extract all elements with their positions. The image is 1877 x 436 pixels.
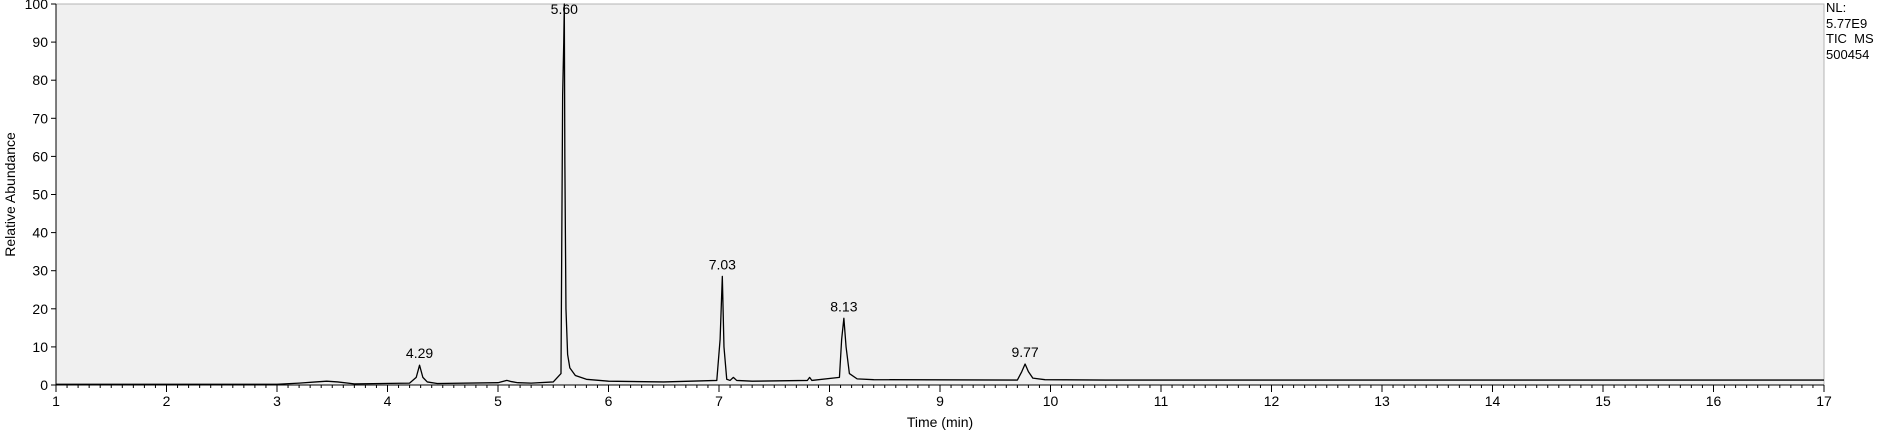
y-tick-label: 40 — [32, 225, 48, 241]
y-tick-label: 0 — [40, 377, 48, 393]
peak-label: 5.60 — [551, 1, 578, 17]
x-axis-label: Time (min) — [907, 414, 973, 430]
normalization-label: NL: — [1826, 0, 1847, 15]
trace-type: TIC MS — [1826, 31, 1874, 46]
x-tick-label: 8 — [826, 393, 834, 409]
x-tick-label: 16 — [1706, 393, 1722, 409]
normalization-value: 5.77E9 — [1826, 15, 1868, 31]
x-axis-ticks: 1 2 3 4 5 6 7 8 9 10 11 12 13 14 15 16 17 — [52, 385, 1832, 409]
y-tick-label: 20 — [32, 301, 48, 317]
plot-area — [55, 3, 1825, 386]
x-tick-label: 7 — [715, 393, 723, 409]
y-tick-label: 70 — [32, 110, 48, 126]
y-tick-label: 10 — [32, 339, 48, 355]
x-tick-label: 5 — [494, 393, 502, 409]
y-axis-label: Relative Abundance — [2, 132, 18, 257]
x-tick-label: 1 — [52, 393, 60, 409]
peak-label: 8.13 — [830, 298, 857, 314]
y-tick-label: 30 — [32, 263, 48, 279]
x-tick-label: 6 — [605, 393, 613, 409]
x-tick-label: 13 — [1374, 393, 1390, 409]
peak-label: 7.03 — [709, 256, 736, 272]
x-tick-label: 9 — [936, 393, 944, 409]
trace-info-panel: NL: 5.77E9 TIC MS 500454 — [1826, 0, 1874, 62]
x-tick-label: 11 — [1154, 393, 1169, 409]
y-tick-label: 60 — [32, 148, 48, 164]
x-tick-label: 4 — [384, 393, 392, 409]
x-tick-label: 3 — [273, 393, 281, 409]
x-tick-label: 15 — [1595, 393, 1611, 409]
x-tick-label: 17 — [1816, 393, 1832, 409]
peak-label: 4.29 — [406, 345, 433, 361]
peak-labels: 4.29 5.60 7.03 8.13 9.77 — [406, 1, 1039, 361]
tic-trace-line — [56, 3, 1824, 385]
peak-label: 9.77 — [1011, 344, 1038, 360]
y-tick-label: 90 — [32, 34, 48, 50]
x-tick-label: 12 — [1264, 393, 1280, 409]
x-tick-label: 14 — [1485, 393, 1501, 409]
y-tick-label: 100 — [25, 0, 49, 12]
y-axis-ticks: 0 10 20 30 40 50 60 70 80 90 100 — [25, 0, 56, 393]
x-tick-label: 10 — [1043, 393, 1059, 409]
sample-id: 500454 — [1826, 46, 1870, 62]
y-tick-label: 80 — [32, 72, 48, 88]
x-tick-label: 2 — [163, 393, 171, 409]
y-tick-label: 50 — [32, 187, 48, 203]
